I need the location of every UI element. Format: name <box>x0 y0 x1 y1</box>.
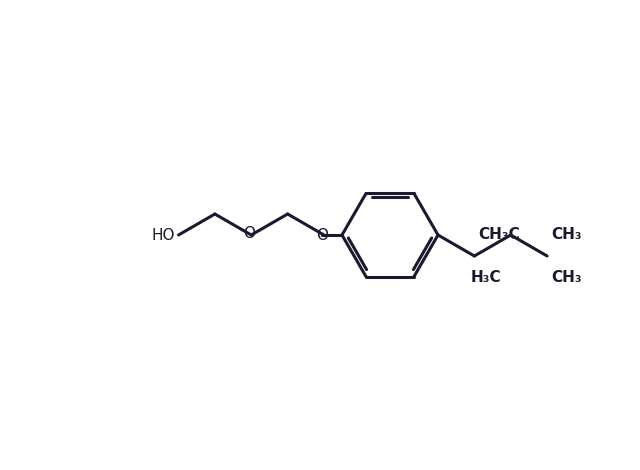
Text: HO: HO <box>151 227 175 243</box>
Text: O: O <box>243 226 255 241</box>
Text: CH₃: CH₃ <box>551 227 582 242</box>
Text: H₃C: H₃C <box>470 270 501 285</box>
Text: CH₃: CH₃ <box>551 270 582 285</box>
Text: O: O <box>316 227 328 243</box>
Text: CH₃C: CH₃C <box>478 227 520 242</box>
